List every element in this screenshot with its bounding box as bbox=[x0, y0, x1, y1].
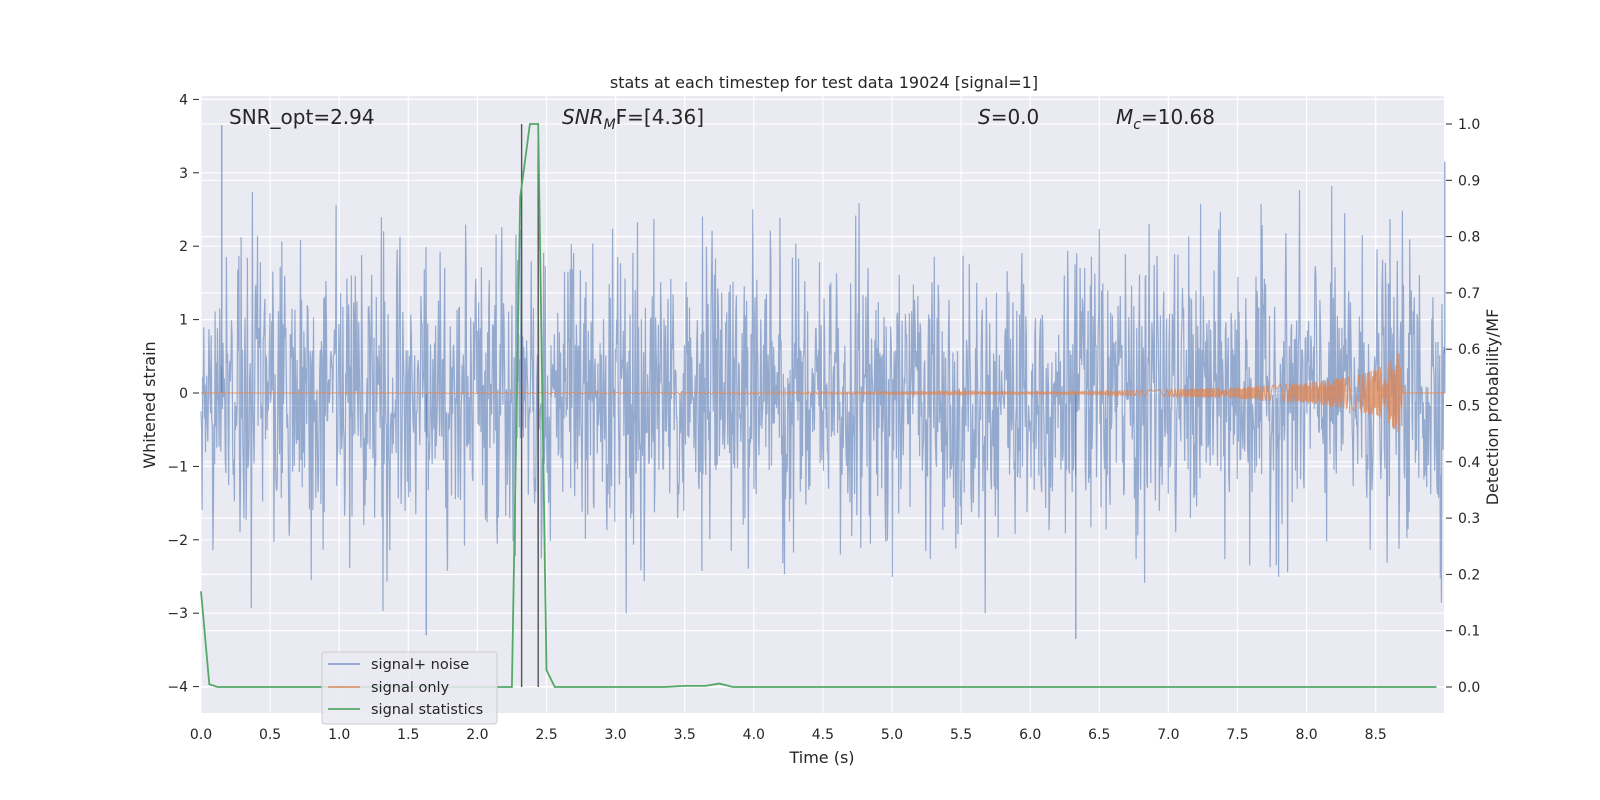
y-tick-label: 4 bbox=[179, 92, 188, 108]
annotation-mc: Mc=10.68 bbox=[1116, 105, 1215, 133]
y-tick-label: −2 bbox=[167, 533, 188, 549]
mc-rest: =10.68 bbox=[1141, 105, 1215, 129]
signal-noise-line bbox=[200, 186, 1446, 614]
legend-label-signal-only: signal only bbox=[371, 680, 450, 696]
x-tick-label: 8.5 bbox=[1365, 727, 1387, 743]
y-tick-label: 3 bbox=[179, 166, 188, 182]
x-tick-label: 7.5 bbox=[1226, 727, 1248, 743]
legend: signal+ noise signal only signal statist… bbox=[321, 651, 498, 725]
y2-tick-label: 0.2 bbox=[1458, 567, 1480, 583]
series-signal-only bbox=[201, 353, 1445, 432]
y-tick-label: −4 bbox=[167, 680, 188, 696]
grid bbox=[200, 96, 1444, 713]
y2-tick-label: 1.0 bbox=[1458, 117, 1480, 133]
y2-axis-label: Detection probability/MF bbox=[1483, 309, 1502, 506]
legend-box bbox=[321, 651, 498, 725]
legend-label-signal-noise: signal+ noise bbox=[371, 657, 469, 673]
x-tick-label: 4.0 bbox=[743, 727, 765, 743]
x-tick-label: 6.5 bbox=[1088, 727, 1110, 743]
x-tick-label: 8.0 bbox=[1295, 727, 1317, 743]
chart-title: stats at each timestep for test data 190… bbox=[610, 73, 1038, 92]
legend-label-signal-statistics: signal statistics bbox=[371, 702, 483, 718]
y2-tick-labels: 0.0 0.1 0.2 0.3 0.4 0.5 0.6 0.7 0.8 0.9 1.0 bbox=[1446, 117, 1480, 696]
x-tick-label: 2.0 bbox=[466, 727, 488, 743]
y-axis-label: Whitened strain bbox=[140, 341, 159, 468]
x-tick-label: 1.0 bbox=[328, 727, 350, 743]
mc-main: M bbox=[1116, 105, 1133, 129]
y2-tick-label: 0.5 bbox=[1458, 399, 1480, 415]
annotation-snr-mf: SNRMF=[4.36] bbox=[562, 105, 704, 133]
x-tick-label: 7.0 bbox=[1157, 727, 1179, 743]
x-tick-labels: 0.0 0.5 1.0 1.5 2.0 2.5 3.0 3.5 4.0 4.5 5.0 5.5 6.0 6… bbox=[190, 727, 1387, 743]
y2-tick-label: 0.3 bbox=[1458, 511, 1480, 527]
x-tick-label: 3.5 bbox=[674, 727, 696, 743]
mc-sub: c bbox=[1133, 117, 1141, 133]
x-tick-label: 0.0 bbox=[190, 727, 212, 743]
x-tick-label: 6.0 bbox=[1019, 727, 1041, 743]
y2-tick-label: 0.6 bbox=[1458, 342, 1480, 358]
y-tick-labels: −4 −3 −2 −1 0 1 2 3 4 bbox=[167, 92, 199, 696]
x-tick-label: 5.5 bbox=[950, 727, 972, 743]
x-tick-label: 4.5 bbox=[812, 727, 834, 743]
y2-tick-label: 0.4 bbox=[1458, 455, 1480, 471]
series-signal-noise bbox=[200, 125, 1446, 639]
snr-mf-main: SNR bbox=[562, 105, 604, 129]
x-axis-label: Time (s) bbox=[788, 748, 854, 767]
snr-mf-rest: F=[4.36] bbox=[616, 105, 704, 129]
s-main: S bbox=[978, 105, 991, 129]
s-rest: =0.0 bbox=[991, 105, 1040, 129]
annotation-s: S=0.0 bbox=[978, 105, 1039, 129]
y-tick-label: −1 bbox=[167, 459, 188, 475]
snr-mf-sub: M bbox=[604, 117, 616, 133]
x-tick-label: 2.5 bbox=[535, 727, 557, 743]
signal-only-line bbox=[201, 353, 1445, 432]
y-tick-label: 1 bbox=[179, 313, 188, 329]
y-tick-label: 0 bbox=[179, 386, 188, 402]
x-tick-label: 5.0 bbox=[881, 727, 903, 743]
annotation-snr-opt: SNR_opt=2.94 bbox=[229, 105, 375, 129]
x-tick-label: 3.0 bbox=[604, 727, 626, 743]
y-tick-label: 2 bbox=[179, 239, 188, 255]
vertical-markers bbox=[520, 124, 539, 687]
y2-tick-label: 0.8 bbox=[1458, 230, 1480, 246]
x-tick-label: 1.5 bbox=[397, 727, 419, 743]
y2-tick-label: 0.9 bbox=[1458, 173, 1480, 189]
y2-tick-label: 0.0 bbox=[1458, 680, 1480, 696]
y2-tick-label: 0.1 bbox=[1458, 624, 1480, 640]
y-tick-label: −3 bbox=[167, 606, 188, 622]
x-tick-label: 0.5 bbox=[259, 727, 281, 743]
y2-tick-label: 0.7 bbox=[1458, 286, 1480, 302]
